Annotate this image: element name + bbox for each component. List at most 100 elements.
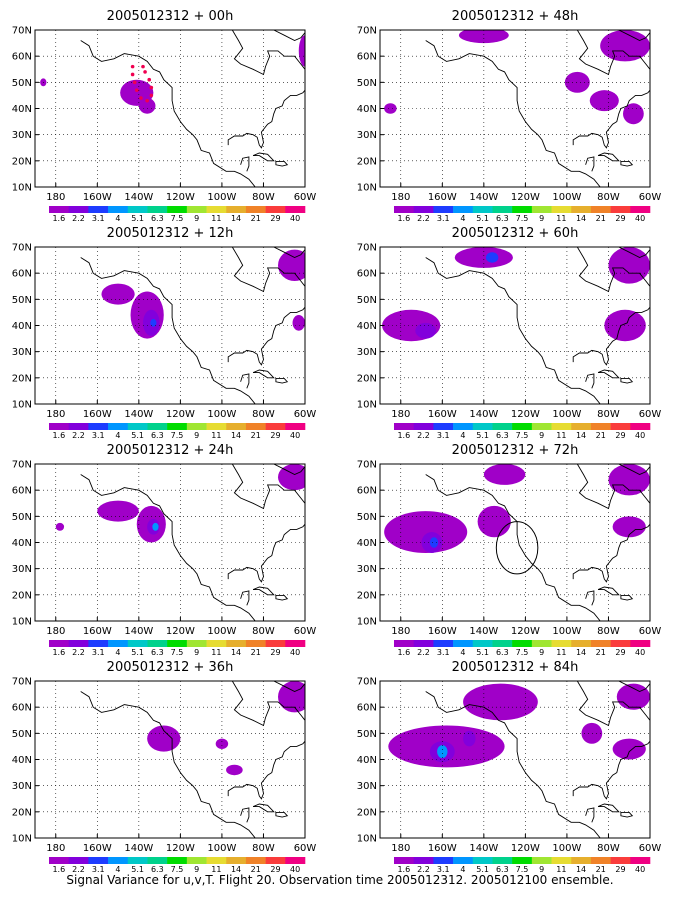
colorbar-swatch [108,206,129,213]
x-tick-label: 120W [166,626,195,637]
colorbar-label: 3.1 [437,865,450,874]
variance-contour [147,725,181,752]
y-tick-label: 50N [357,729,377,740]
colorbar-swatch [433,206,454,213]
x-tick-label: 120W [511,192,540,203]
variance-contour [278,681,305,713]
map-panel: 2005012312 + 12h 10N 20N 30N 40N 50N 60N 70N 180… [12,226,317,440]
y-tick-label: 10N [357,834,377,845]
flight-track-dot [149,85,154,90]
y-tick-label: 60N [357,486,377,497]
coastline [227,89,305,149]
colorbar-label: 6.3 [496,431,509,440]
colorbar-label: 6.3 [151,214,164,223]
colorbar-swatch [108,640,129,647]
plot-content [35,30,305,187]
colorbar-label: 11 [211,865,221,874]
colorbar-swatch [394,640,414,647]
colorbar-swatch [285,423,306,430]
x-tick-label: 60W [639,843,662,854]
colorbar-swatch [127,640,148,647]
variance-contour [415,322,437,339]
colorbar-swatch [265,206,286,213]
coastline [273,30,305,41]
coastline [231,30,305,76]
x-tick-label: 140W [469,409,498,420]
coastline [80,257,257,404]
coastline [576,681,650,727]
x-tick-label: 180 [46,192,65,203]
x-tick-label: 160W [83,409,112,420]
y-tick-label: 60N [357,703,377,714]
colorbar-label: 7.5 [171,648,184,657]
colorbar-label: 1.6 [397,865,410,874]
colorbar-swatch [394,857,414,864]
colorbar: 1.6 2.2 3.1 4 5.1 6.3 7.5 9 11 14 21 29 40 [49,423,306,440]
x-tick-label: 60W [294,192,317,203]
coastline [227,306,305,366]
y-tick-label: 10N [357,183,377,194]
x-tick-label: 180 [46,409,65,420]
colorbar-swatch [472,423,493,430]
coastline [576,464,650,510]
y-tick-label: 70N [12,460,32,471]
colorbar: 1.6 2.2 3.1 4 5.1 6.3 7.5 9 11 14 21 29 40 [394,857,651,874]
colorbar-swatch [433,640,454,647]
colorbar-label: 29 [270,214,280,223]
colorbar-label: 6.3 [496,648,509,657]
colorbar-label: 4 [115,648,120,657]
variance-contour [589,90,619,112]
x-tick-label: 140W [469,843,498,854]
island-outline [620,160,634,167]
y-tick-label: 40N [357,321,377,332]
plot-content [380,30,650,187]
island-outline [252,152,275,162]
colorbar: 1.6 2.2 3.1 4 5.1 6.3 7.5 9 11 14 21 29 40 [394,640,651,657]
coastline [231,681,305,727]
colorbar-label: 6.3 [151,865,164,874]
colorbar-label: 40 [290,648,300,657]
colorbar-swatch [630,206,651,213]
colorbar-label: 4 [460,214,465,223]
colorbar-label: 2.2 [417,431,430,440]
colorbar-label: 4 [460,648,465,657]
colorbar-swatch [531,206,552,213]
variance-contour [616,683,650,710]
flight-track-dot [134,88,139,92]
x-tick-label: 160W [428,843,457,854]
coastline [618,30,650,41]
colorbar-swatch [394,423,414,430]
y-tick-label: 60N [12,486,32,497]
y-tick-label: 50N [12,295,32,306]
x-tick-label: 80W [597,626,620,637]
y-tick-label: 70N [12,26,32,37]
colorbar-label: 4 [460,865,465,874]
y-tick-label: 20N [12,156,32,167]
colorbar-label: 7.5 [171,431,184,440]
colorbar-swatch [265,857,286,864]
colorbar-swatch [186,423,207,430]
colorbar-swatch [472,857,493,864]
colorbar-label: 3.1 [92,648,105,657]
colorbar-label: 6.3 [151,648,164,657]
colorbar-swatch [206,423,227,430]
variance-contour [463,683,538,721]
y-tick-label: 30N [357,781,377,792]
panel-title: 2005012312 + 12h [107,226,234,241]
island-outline [597,369,620,379]
colorbar-label: 4 [115,214,120,223]
colorbar-swatch [49,206,69,213]
y-tick-label: 60N [357,269,377,280]
variance-contour [581,722,603,744]
colorbar-label: 9 [194,648,199,657]
colorbar-swatch [88,423,109,430]
x-tick-label: 100W [552,409,581,420]
x-tick-label: 100W [552,843,581,854]
x-tick-label: 160W [83,843,112,854]
colorbar-label: 6.3 [151,431,164,440]
flight-track-dot [147,77,152,82]
coastline [273,681,305,692]
y-tick-label: 30N [12,130,32,141]
y-tick-label: 40N [12,538,32,549]
colorbar-swatch [413,206,434,213]
